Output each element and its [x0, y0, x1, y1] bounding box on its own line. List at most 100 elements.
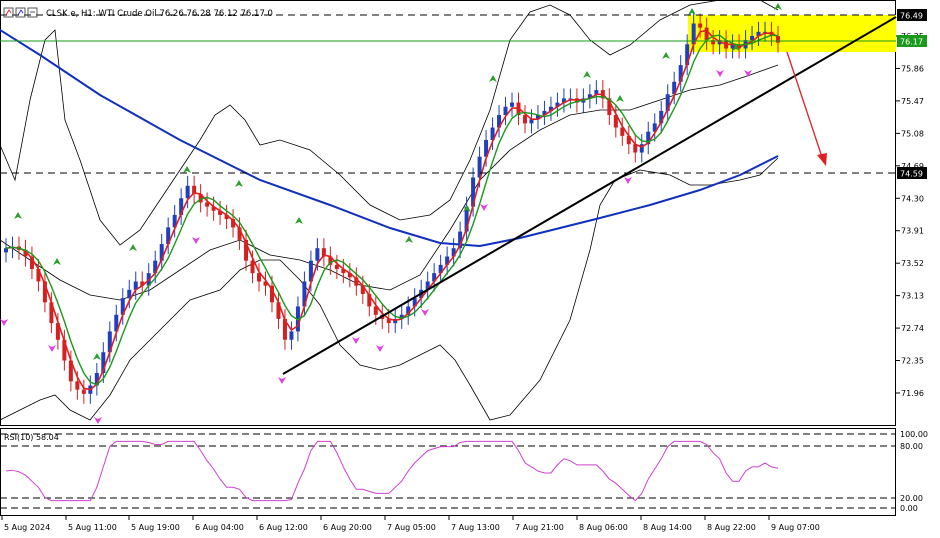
candle[interactable] [133, 271, 138, 300]
candle[interactable] [665, 84, 670, 121]
candle[interactable] [257, 263, 262, 292]
candle[interactable] [282, 308, 287, 350]
candle[interactable] [711, 30, 716, 55]
candle[interactable] [646, 121, 651, 155]
candle[interactable] [490, 117, 495, 151]
candle[interactable] [295, 296, 300, 342]
candle[interactable] [698, 13, 703, 38]
candle[interactable] [399, 304, 404, 329]
price-scale[interactable] [896, 0, 940, 516]
candle[interactable] [328, 246, 333, 275]
candle[interactable] [321, 238, 326, 267]
candle[interactable] [503, 96, 508, 126]
candle[interactable] [730, 34, 735, 59]
chart-window-icon[interactable] [15, 7, 26, 18]
candle[interactable] [613, 105, 618, 138]
candle[interactable] [159, 234, 164, 271]
candle[interactable] [36, 259, 41, 292]
fractal-up-arrow-icon [774, 3, 782, 10]
candle[interactable] [568, 88, 573, 109]
candle[interactable] [438, 254, 443, 284]
candle[interactable] [62, 329, 67, 371]
time-axis-ticks: 5 Aug 2024 5 Aug 11:00 5 Aug 19:00 6 Aug 04… [1, 516, 820, 532]
candle[interactable] [166, 217, 171, 255]
candle[interactable] [626, 125, 631, 155]
candle[interactable] [555, 92, 560, 117]
time-scale[interactable] [0, 516, 896, 538]
candle[interactable] [561, 88, 566, 113]
candle[interactable] [678, 55, 683, 92]
candle[interactable] [354, 267, 359, 296]
candle[interactable] [172, 204, 177, 238]
candle[interactable] [42, 271, 47, 313]
price-tick-label: 74.69 [901, 162, 924, 171]
candle[interactable] [750, 26, 755, 51]
candle[interactable] [192, 175, 197, 205]
candle[interactable] [659, 100, 664, 134]
candle[interactable] [4, 238, 8, 263]
chart-menu-icon[interactable] [3, 7, 14, 18]
candle[interactable] [607, 88, 612, 126]
candle[interactable] [94, 363, 99, 396]
candle[interactable] [776, 26, 780, 53]
candle[interactable] [691, 13, 696, 55]
candle[interactable] [471, 167, 476, 217]
candle[interactable] [451, 238, 456, 267]
candle[interactable] [127, 279, 132, 309]
candle[interactable] [120, 288, 125, 325]
candle[interactable] [49, 292, 54, 334]
candle[interactable] [334, 254, 339, 279]
candle[interactable] [704, 17, 709, 51]
candle[interactable] [497, 105, 502, 138]
candle[interactable] [205, 192, 210, 217]
candle[interactable] [542, 100, 547, 126]
candle[interactable] [185, 175, 190, 209]
candle[interactable] [633, 134, 638, 163]
candle[interactable] [672, 71, 677, 105]
candle[interactable] [179, 188, 184, 225]
candle[interactable] [276, 292, 281, 329]
candle[interactable] [218, 200, 223, 225]
candle[interactable] [458, 221, 463, 259]
candle[interactable] [510, 92, 515, 117]
candle[interactable] [445, 246, 450, 275]
candle[interactable] [263, 271, 268, 296]
candle[interactable] [68, 350, 73, 392]
candle[interactable] [535, 105, 540, 130]
candle[interactable] [367, 283, 372, 317]
candlestick-series[interactable] [4, 13, 780, 404]
candle[interactable] [620, 117, 625, 146]
candle[interactable] [639, 134, 644, 163]
candle[interactable] [425, 271, 430, 300]
candle[interactable] [107, 321, 112, 363]
candle[interactable] [29, 246, 34, 279]
highlight-zone[interactable] [688, 15, 896, 52]
candle[interactable] [140, 271, 145, 296]
candle[interactable] [587, 84, 592, 109]
candle[interactable] [652, 113, 657, 142]
ascending-trendline[interactable] [282, 16, 897, 375]
fractal-up-arrow-icon [616, 95, 624, 102]
candle[interactable] [522, 105, 527, 134]
candle[interactable] [198, 184, 203, 213]
candle[interactable] [289, 321, 294, 350]
candle[interactable] [347, 263, 352, 288]
candle[interactable] [23, 239, 28, 267]
resistance-label: 76.49 [897, 9, 927, 21]
candle[interactable] [594, 80, 599, 105]
rsi-scale-ticks: 100.00 80.00 20.000.00 [900, 430, 928, 513]
forecast-arrow[interactable] [786, 51, 827, 166]
candle[interactable] [756, 21, 761, 46]
candle[interactable] [81, 379, 86, 404]
main-pane[interactable] [0, 0, 896, 426]
candle[interactable] [101, 342, 106, 384]
candle[interactable] [763, 21, 768, 42]
chart-properties-icon[interactable] [27, 7, 38, 18]
candle[interactable] [244, 229, 249, 271]
candle[interactable] [548, 96, 553, 121]
candle[interactable] [464, 196, 469, 242]
candle[interactable] [231, 209, 236, 238]
svg-text:76.17: 76.17 [900, 38, 923, 47]
candle[interactable] [224, 204, 229, 230]
